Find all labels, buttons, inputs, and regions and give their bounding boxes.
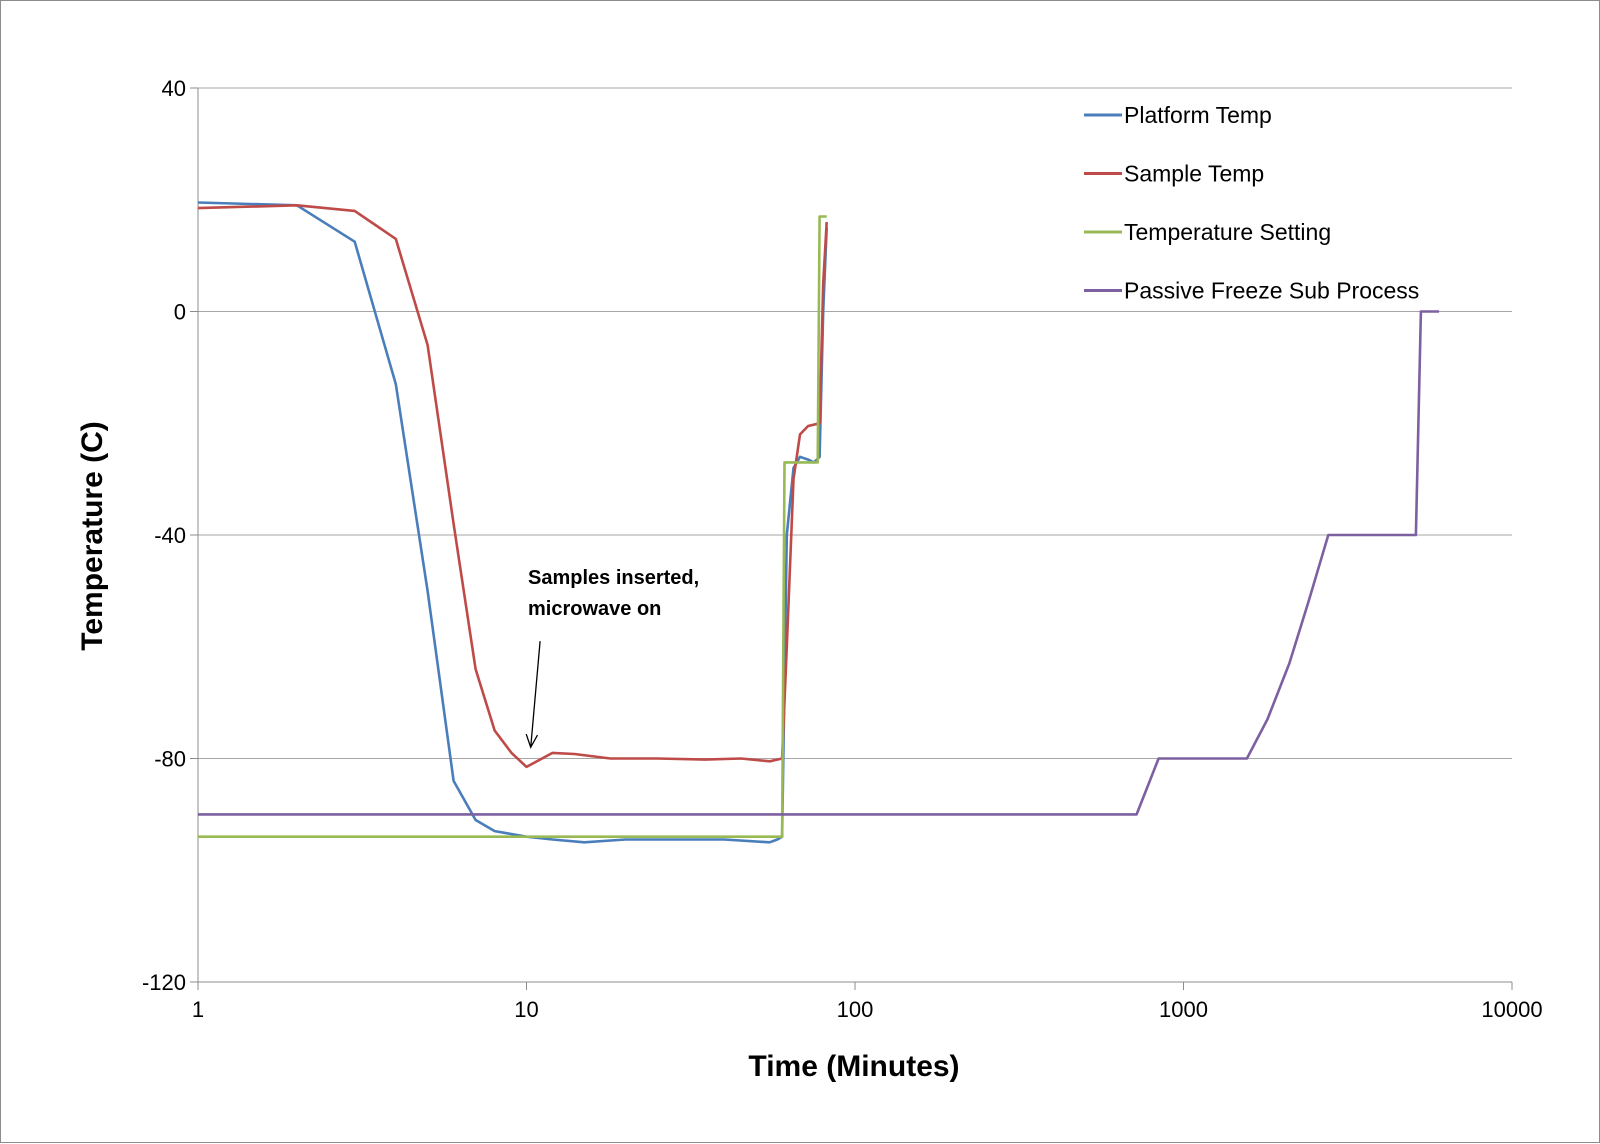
annotation-text: Samples inserted, [528,567,699,589]
y-tick-label: 40 [162,76,186,101]
gridlines [198,87,1512,759]
legend-label-platform-temp: Platform Temp [1124,102,1272,128]
series-line-platform-temp [197,201,828,844]
y-axis-title: Temperature (C) [76,421,109,650]
annotation-arrow-head [525,733,539,749]
legend-label-sample-temp: Sample Temp [1124,161,1264,187]
series-line-temperature-setting [198,215,827,838]
legend-label-temperature-setting: Temperature Setting [1124,219,1331,245]
y-tick-label: -120 [142,970,186,995]
x-axis-title: Time (Minutes) [748,1050,959,1083]
legend-label-passive-freeze-sub-process: Passive Freeze Sub Process [1124,278,1419,304]
x-tick-label: 10000 [1481,997,1542,1022]
x-tick-label: 1 [192,997,204,1022]
series-lines [197,201,1440,844]
annotation-text: microwave on [528,598,661,620]
legend: Platform Temp Sample Temp Temperature Sett… [1084,102,1419,304]
x-tick-label: 10 [514,997,538,1022]
series-line-passive-freeze-sub-process [198,310,1440,816]
annotation-arrow-shaft [530,641,541,748]
annotation: Samples inserted, microwave on [525,567,699,749]
y-tick-label: 0 [174,300,186,325]
x-tick-label: 100 [837,997,874,1022]
y-tick-label: -80 [154,747,186,772]
y-tick-label: -40 [154,523,186,548]
x-tick-label: 1000 [1159,997,1208,1022]
series-line-sample-temp [197,204,828,769]
